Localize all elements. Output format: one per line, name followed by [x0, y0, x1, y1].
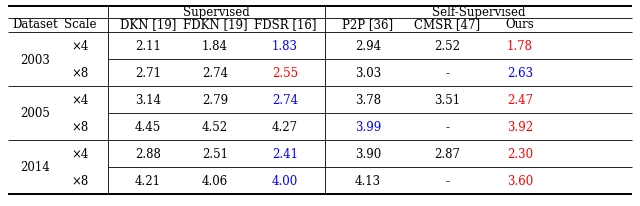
Text: -: - [445, 67, 449, 80]
Text: 3.51: 3.51 [434, 94, 460, 107]
Text: 2003: 2003 [20, 53, 50, 66]
Text: ×4: ×4 [71, 94, 89, 107]
Text: Dataset: Dataset [12, 18, 58, 31]
Text: -: - [445, 174, 449, 187]
Text: ×4: ×4 [71, 147, 89, 160]
Text: 3.90: 3.90 [355, 147, 381, 160]
Text: 4.21: 4.21 [135, 174, 161, 187]
Text: Supervised: Supervised [183, 6, 250, 18]
Text: 3.92: 3.92 [507, 121, 533, 133]
Text: P2P [36]: P2P [36] [342, 18, 394, 31]
Text: Self-Supervised: Self-Supervised [432, 6, 525, 18]
Text: 2.11: 2.11 [135, 40, 161, 53]
Text: 4.27: 4.27 [272, 121, 298, 133]
Text: 2014: 2014 [20, 161, 50, 174]
Text: 2.41: 2.41 [272, 147, 298, 160]
Text: 2.94: 2.94 [355, 40, 381, 53]
Text: 2005: 2005 [20, 107, 50, 120]
Text: 4.13: 4.13 [355, 174, 381, 187]
Text: 2.55: 2.55 [272, 67, 298, 80]
Text: ×8: ×8 [72, 174, 88, 187]
Text: 1.78: 1.78 [507, 40, 533, 53]
Text: 2.87: 2.87 [434, 147, 460, 160]
Text: 2.88: 2.88 [135, 147, 161, 160]
Text: 4.06: 4.06 [202, 174, 228, 187]
Text: 2.74: 2.74 [272, 94, 298, 107]
Text: 2.52: 2.52 [434, 40, 460, 53]
Text: 2.71: 2.71 [135, 67, 161, 80]
Text: 3.78: 3.78 [355, 94, 381, 107]
Text: 2.74: 2.74 [202, 67, 228, 80]
Text: 3.14: 3.14 [135, 94, 161, 107]
Text: FDKN [19]: FDKN [19] [182, 18, 247, 31]
Text: 3.03: 3.03 [355, 67, 381, 80]
Text: 3.60: 3.60 [507, 174, 533, 187]
Text: 3.99: 3.99 [355, 121, 381, 133]
Text: 4.52: 4.52 [202, 121, 228, 133]
Text: 1.84: 1.84 [202, 40, 228, 53]
Text: ×8: ×8 [72, 121, 88, 133]
Text: ×4: ×4 [71, 40, 89, 53]
Text: 2.30: 2.30 [507, 147, 533, 160]
Text: 2.47: 2.47 [507, 94, 533, 107]
Text: Ours: Ours [506, 18, 534, 31]
Text: 2.79: 2.79 [202, 94, 228, 107]
Text: CMSR [47]: CMSR [47] [414, 18, 480, 31]
Text: 4.45: 4.45 [135, 121, 161, 133]
Text: -: - [445, 121, 449, 133]
Text: 1.83: 1.83 [272, 40, 298, 53]
Text: DKN [19]: DKN [19] [120, 18, 176, 31]
Text: 2.51: 2.51 [202, 147, 228, 160]
Text: Scale: Scale [64, 18, 96, 31]
Text: 2.63: 2.63 [507, 67, 533, 80]
Text: ×8: ×8 [72, 67, 88, 80]
Text: FDSR [16]: FDSR [16] [253, 18, 316, 31]
Text: 4.00: 4.00 [272, 174, 298, 187]
